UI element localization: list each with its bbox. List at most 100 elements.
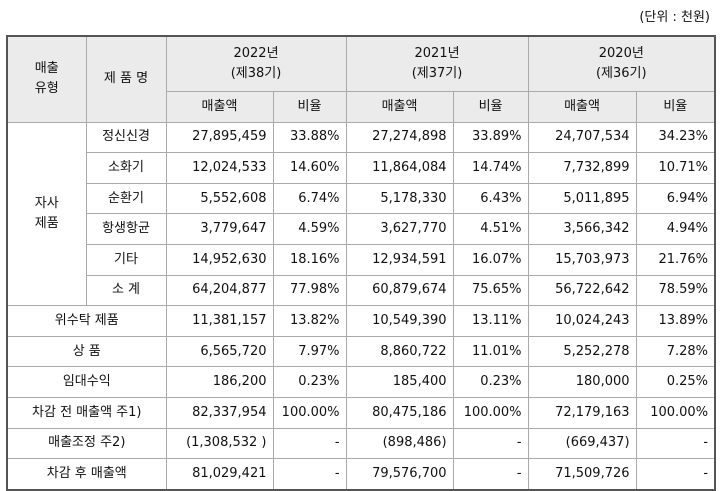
item-name: 소 계	[85, 274, 167, 307]
value-cell: 0.23%	[272, 366, 347, 398]
value-cell: 7,732,899	[527, 152, 637, 184]
period-year: 2022년	[233, 46, 279, 61]
value-cell: 56,722,642	[527, 274, 637, 307]
period-year: 2021년	[414, 46, 460, 61]
value-cell: 7.97%	[272, 335, 347, 368]
table-row: 순환기 5,552,608 6.74% 5,178,330 6.43% 5,011,895…	[7, 182, 716, 215]
period-term: (제38기)	[230, 66, 282, 81]
item-name: 차감 전 매출액 주1)	[6, 396, 167, 429]
item-name: 소화기	[85, 152, 167, 184]
value-cell: 14.74%	[452, 152, 529, 184]
value-cell: 6.94%	[635, 182, 716, 215]
value-cell: 75.65%	[452, 274, 529, 307]
value-cell: 14,952,630	[165, 243, 274, 276]
period-year: 2020년	[598, 46, 644, 61]
value-cell: 82,337,954	[165, 396, 274, 429]
value-cell: 0.25%	[635, 366, 716, 398]
value-cell: 18.16%	[272, 243, 347, 276]
subheader-cell: 매출액	[527, 91, 637, 123]
value-cell: 5,011,895	[527, 182, 637, 215]
period-header: 2020년 (제36기)	[527, 35, 716, 92]
header-cell: 제 품 명	[85, 35, 167, 123]
value-cell: 64,204,877	[165, 274, 274, 307]
value-cell: 3,627,770	[345, 213, 454, 245]
group-label: 자사 제품	[6, 121, 87, 307]
value-cell: -	[452, 427, 529, 460]
table-row: 차감 전 매출액 주1) 82,337,954 100.00% 80,475,186 1…	[6, 396, 716, 429]
value-cell: 8,860,722	[345, 335, 454, 368]
value-cell: 4.51%	[452, 213, 529, 245]
table-row: 자사 제품 정신신경 27,895,459 33.88% 27,274,898 33.89…	[6, 121, 716, 307]
item-name: 임대수익	[6, 366, 167, 398]
item-name: 위수탁 제품	[6, 305, 167, 337]
value-cell: 6.74%	[272, 182, 347, 215]
value-cell: 5,252,278	[527, 335, 637, 368]
value-cell: 60,879,674	[345, 274, 454, 307]
table-row: 매출조정 주2) (1,308,532 ) - (898,486) - (669,437)…	[6, 427, 716, 460]
item-name: 기타	[85, 243, 167, 276]
value-cell: 79,576,700	[345, 458, 454, 491]
value-cell: 6.43%	[452, 182, 529, 215]
table-row: 임대수익 186,200 0.23% 185,400 0.23% 180,000 0.25%	[6, 366, 716, 398]
subheader-cell: 매출액	[345, 91, 454, 123]
value-cell: -	[272, 427, 347, 460]
subheader-cell: 비율	[635, 91, 716, 123]
value-cell: 80,475,186	[345, 396, 454, 429]
item-name: 상 품	[6, 335, 167, 368]
sales-table: 매출 유형 제 품 명 2022년 (제38기) 2021년 (제37기) 2020년 (제3…	[6, 35, 717, 491]
value-cell: 11,381,157	[165, 305, 274, 337]
value-cell: 34.23%	[635, 121, 716, 154]
value-cell: -	[635, 458, 716, 491]
value-cell: 24,707,534	[527, 121, 637, 154]
value-cell: 100.00%	[272, 396, 347, 429]
value-cell: 5,178,330	[345, 182, 454, 215]
period-header: 2022년 (제38기)	[165, 35, 347, 92]
value-cell: 15,703,973	[527, 243, 637, 276]
value-cell: (898,486)	[345, 427, 454, 460]
value-cell: 6,565,720	[165, 335, 274, 368]
value-cell: 78.59%	[635, 274, 716, 307]
value-cell: (669,437)	[527, 427, 637, 460]
value-cell: 13.82%	[272, 305, 347, 337]
period-term: (제37기)	[411, 66, 463, 81]
value-cell: (1,308,532 )	[165, 427, 274, 460]
value-cell: 10,024,243	[527, 305, 637, 337]
value-cell: 12,024,533	[165, 152, 274, 184]
value-cell: -	[452, 458, 529, 491]
value-cell: 14.60%	[272, 152, 347, 184]
value-cell: 13.11%	[452, 305, 529, 337]
value-cell: 3,566,342	[527, 213, 637, 245]
value-cell: 4.94%	[635, 213, 716, 245]
table-row: 소 계 64,204,877 77.98% 60,879,674 75.65% 56,72…	[7, 274, 716, 307]
value-cell: 27,895,459	[165, 121, 274, 154]
subheader-cell: 비율	[272, 91, 347, 123]
value-cell: -	[272, 458, 347, 491]
table-row: 위수탁 제품 11,381,157 13.82% 10,549,390 13.11% 10…	[6, 305, 716, 337]
unit-note: (단위 : 천원)	[639, 10, 710, 25]
table-row: 상 품 6,565,720 7.97% 8,860,722 11.01% 5,252,27…	[6, 335, 716, 368]
value-cell: 5,552,608	[165, 182, 274, 215]
table-row: 소화기 12,024,533 14.60% 11,864,084 14.74% 7,732…	[7, 152, 716, 184]
table-row: 매출 유형 제 품 명 2022년 (제38기) 2021년 (제37기) 2020년 (제3…	[6, 35, 716, 123]
value-cell: -	[635, 427, 716, 460]
period-header: 2021년 (제37기)	[345, 35, 529, 92]
value-cell: 100.00%	[635, 396, 716, 429]
value-cell: 33.88%	[272, 121, 347, 154]
subheader-cell: 비율	[452, 91, 529, 123]
value-cell: 3,779,647	[165, 213, 274, 245]
item-name: 정신신경	[85, 121, 167, 154]
value-cell: 10.71%	[635, 152, 716, 184]
value-cell: 27,274,898	[345, 121, 454, 154]
table-row: 항생항균 3,779,647 4.59% 3,627,770 4.51% 3,566,34…	[7, 213, 716, 245]
item-name: 항생항균	[85, 213, 167, 245]
value-cell: 81,029,421	[165, 458, 274, 491]
item-name: 차감 후 매출액	[6, 458, 167, 491]
value-cell: 12,934,591	[345, 243, 454, 276]
table-row: 차감 후 매출액 81,029,421-79,576,700-71,509,726…	[6, 458, 716, 491]
value-cell: 185,400	[345, 366, 454, 398]
value-cell: 180,000	[527, 366, 637, 398]
value-cell: 186,200	[165, 366, 274, 398]
value-cell: 10,549,390	[345, 305, 454, 337]
value-cell: 21.76%	[635, 243, 716, 276]
